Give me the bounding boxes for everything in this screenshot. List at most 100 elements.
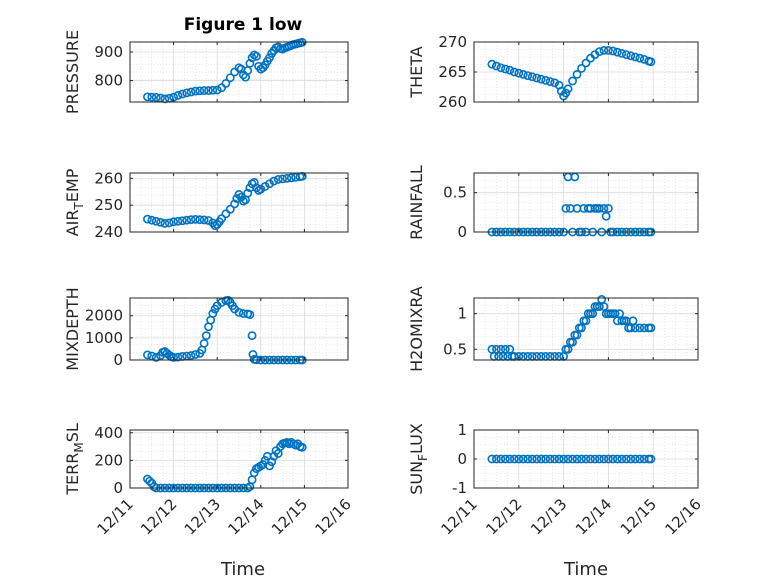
x-tick-label: 12/13 (181, 495, 224, 538)
data-point (595, 203, 604, 213)
data-point (505, 65, 515, 75)
y-tick-label: 265 (438, 63, 467, 81)
data-point (595, 454, 604, 464)
data-point (199, 86, 209, 95)
data-point (514, 454, 524, 464)
data-point (278, 174, 287, 184)
subplot-air: 240 250 260 AIRTEMP (63, 168, 349, 241)
data-point (169, 352, 178, 362)
data-point (505, 454, 515, 464)
data-point (532, 454, 542, 464)
y-tick-label: 0 (457, 450, 467, 468)
data-point (635, 53, 645, 63)
data-point (201, 331, 211, 341)
data-point (646, 57, 656, 67)
x-tick-label: 12/12 (482, 495, 525, 538)
data-point (208, 85, 218, 95)
series-markers (487, 454, 656, 464)
x-tick-label: 12/15 (617, 495, 660, 538)
data-point (541, 76, 551, 85)
data-point (541, 454, 551, 464)
data-point (487, 454, 497, 464)
data-point (617, 454, 627, 464)
subplot-theta: 260 265 270 THETA (407, 33, 699, 111)
data-point (156, 217, 165, 227)
data-point (518, 70, 528, 79)
data-point (223, 295, 233, 305)
data-point (509, 454, 519, 464)
data-point (572, 70, 582, 79)
data-point (496, 454, 506, 464)
x-tick-label: 12/11 (94, 495, 137, 538)
data-point (204, 216, 213, 225)
data-point (169, 217, 178, 227)
data-point (143, 214, 152, 224)
data-point (523, 454, 533, 464)
subplot-pressure: 800 900 PRESSURE (63, 30, 349, 114)
data-point (554, 454, 564, 464)
y-tick-label: -1 (452, 479, 467, 497)
y-tick-label: 400 (94, 424, 123, 442)
data-point (173, 216, 183, 226)
data-point (581, 454, 591, 464)
data-point (190, 86, 200, 96)
data-point (590, 454, 600, 464)
y-tick-label: 260 (438, 93, 467, 111)
x-axis-label-left: Time (220, 559, 265, 580)
data-point (221, 209, 231, 219)
data-point (599, 454, 609, 464)
data-point (252, 51, 261, 61)
data-point (177, 216, 187, 226)
data-point (604, 454, 613, 464)
data-point (509, 67, 519, 77)
data-point (286, 173, 296, 183)
data-point (559, 454, 568, 464)
y-tick-label: 260 (94, 169, 123, 187)
data-point (143, 92, 152, 102)
data-point (617, 49, 627, 58)
x-tick-label: 12/16 (312, 495, 355, 538)
data-point (646, 323, 656, 333)
y-axis-label: TERRMSL (63, 423, 86, 496)
data-point (599, 203, 609, 213)
data-point (608, 46, 618, 56)
data-point (249, 177, 259, 187)
data-point (199, 215, 209, 225)
data-point (225, 73, 235, 83)
data-point (217, 214, 226, 223)
data-point (234, 307, 244, 317)
figure-title: Figure 1 low (184, 15, 303, 35)
data-point (151, 352, 161, 362)
x-tick-label: 12/14 (224, 495, 267, 538)
data-point (561, 203, 571, 213)
y-axis-label: THETA (407, 46, 426, 98)
data-point (204, 86, 213, 95)
data-point (630, 454, 640, 464)
series-markers (143, 171, 307, 230)
data-point (151, 93, 161, 102)
data-point (190, 350, 200, 359)
data-point (532, 73, 542, 83)
data-point (247, 331, 257, 341)
axes-box (473, 297, 699, 361)
data-point (256, 184, 266, 194)
subplot-h2omixra: 0.5 1 H2OMIXRA (407, 286, 699, 372)
data-point (182, 88, 192, 98)
y-tick-label: 0.5 (443, 184, 467, 202)
x-tick-label: 12/16 (662, 495, 705, 538)
data-point (245, 310, 255, 320)
data-point (500, 454, 510, 464)
data-point (536, 454, 546, 464)
data-point (626, 51, 636, 61)
data-point (282, 173, 292, 183)
data-point (514, 68, 524, 78)
data-point (177, 89, 187, 99)
data-point (518, 454, 528, 464)
y-tick-label: 0 (457, 223, 467, 241)
axes-box (129, 41, 349, 103)
data-point (267, 457, 277, 467)
data-point (221, 79, 231, 88)
y-axis-label: PRESSURE (63, 30, 82, 114)
